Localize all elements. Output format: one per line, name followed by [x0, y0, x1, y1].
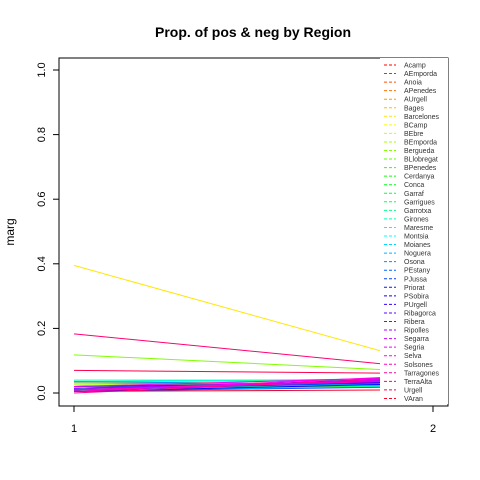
legend-label: PJussa [404, 276, 427, 283]
legend-label: PEstany [404, 268, 431, 275]
series-group [73, 264, 434, 394]
y-axis-label: marg [3, 218, 17, 245]
y-tick-label: 0.8 [36, 127, 48, 142]
y-tick-label: 0.2 [36, 321, 48, 336]
legend-label: Bages [404, 105, 424, 112]
legend-label: Acamp [404, 63, 426, 70]
legend-box [380, 58, 448, 404]
legend-label: Garraf [404, 191, 424, 198]
legend-label: Girones [404, 216, 429, 223]
legend-label: Noguera [404, 251, 431, 258]
legend-label: Barcelones [404, 114, 440, 121]
legend-label: Selva [404, 353, 422, 360]
series-line-segria [73, 376, 434, 387]
y-axis: 0.0 0.2 0.4 0.6 0.8 1.0 [36, 62, 60, 401]
legend-label: BLlobregat [404, 157, 438, 164]
legend-label: Ribagorca [404, 310, 436, 317]
legend-label: Maresme [404, 225, 433, 232]
legend-label: BEmporda [404, 139, 437, 146]
chart-title: Prop. of pos & neg by Region [155, 24, 351, 40]
y-tick-label: 1.0 [36, 62, 48, 77]
legend-label: BEbre [404, 131, 424, 138]
legend-label: PSobira [404, 293, 429, 300]
legend-label: Cerdanya [404, 174, 434, 181]
legend-label: Solsones [404, 362, 433, 369]
legend-label: Segria [404, 345, 424, 352]
legend-label: APenedes [404, 88, 437, 95]
legend-label: AUrgell [404, 97, 427, 104]
x-tick-label: 2 [430, 423, 436, 435]
legend-label: Priorat [404, 285, 425, 292]
legend-label: AEmporda [404, 71, 437, 78]
x-tick-label: 1 [71, 423, 77, 435]
legend-label: Tarragones [404, 370, 440, 377]
legend-label: Conca [404, 182, 424, 189]
legend-label: PUrgell [404, 302, 427, 309]
legend-label: BPenedes [404, 165, 437, 172]
y-tick-label: 0.0 [36, 385, 48, 400]
series-line-bergueda [73, 354, 434, 373]
series-line-tarragones [73, 376, 434, 394]
series-line-selva [73, 374, 434, 392]
y-tick-label: 0.4 [36, 256, 48, 271]
series-line-urgell [73, 369, 434, 375]
legend-label: Ripolles [404, 328, 429, 335]
series-line-varan [73, 389, 434, 392]
legend-label: Montsia [404, 234, 429, 241]
legend-label: Osona [404, 259, 425, 266]
legend-label: Garrigues [404, 199, 435, 206]
series-line-terraalta [73, 333, 434, 370]
legend-label: Segarra [404, 336, 429, 343]
legend-label: BCamp [404, 122, 427, 129]
legend-label: Bergueda [404, 148, 434, 155]
y-tick-label: 0.6 [36, 192, 48, 207]
legend-label: Garrotxa [404, 208, 431, 215]
legend-label: Ribera [404, 319, 425, 326]
legend-label: VAran [404, 396, 423, 403]
series-line-barcelones [73, 264, 434, 366]
legend-label: Moianes [404, 242, 431, 249]
legend-label: Anoia [404, 80, 422, 87]
legend-label: TerraAlta [404, 379, 432, 386]
legend-label: Urgell [404, 387, 423, 394]
